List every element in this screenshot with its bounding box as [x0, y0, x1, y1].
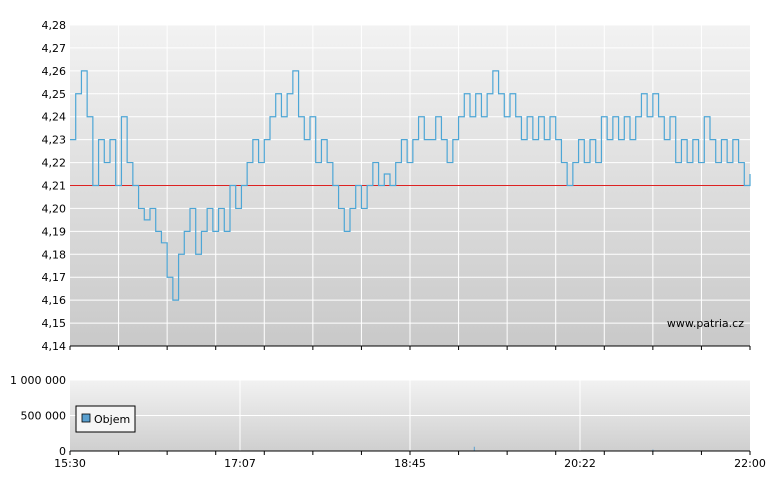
volume-y-tick-label: 0 — [59, 445, 66, 458]
price-y-tick-label: 4,19 — [42, 225, 67, 238]
price-y-axis: 4,14 4,15 4,16 4,17 4,18 4,19 4,20 4,21 4,22 4,23… — [42, 19, 67, 353]
volume-y-axis: 0 500 000 1 000 000 — [10, 374, 66, 458]
price-y-tick-label: 4,18 — [42, 248, 67, 261]
legend: Objem — [75, 405, 136, 433]
price-x-ticks — [69, 346, 751, 350]
watermark-text: www.patria.cz — [667, 317, 744, 330]
price-y-tick-label: 4,27 — [42, 42, 67, 55]
volume-bar — [473, 446, 475, 451]
x-tick-label: 15:30 — [54, 457, 86, 470]
price-y-tick-label: 4,25 — [42, 88, 67, 101]
price-y-tick-label: 4,26 — [42, 65, 67, 78]
legend-swatch — [81, 413, 91, 423]
price-y-tick-label: 4,14 — [42, 340, 67, 353]
x-tick-label: 22:00 — [734, 457, 766, 470]
price-y-tick-label: 4,20 — [42, 202, 67, 215]
x-tick-label: 20:22 — [564, 457, 596, 470]
price-y-tick-label: 4,22 — [42, 157, 67, 170]
volume-y-tick-label: 1 000 000 — [10, 374, 66, 387]
price-y-tick-label: 4,23 — [42, 134, 67, 147]
price-y-tick-label: 4,24 — [42, 111, 67, 124]
legend-label: Objem — [94, 413, 130, 426]
price-y-tick-label: 4,28 — [42, 19, 67, 32]
x-tick-label: 17:07 — [224, 457, 256, 470]
volume-x-ticks: 15:30 17:07 18:45 20:22 22:00 — [54, 451, 766, 470]
price-panel: 4,14 4,15 4,16 4,17 4,18 4,19 4,20 4,21 4,22 4,23… — [42, 19, 751, 353]
price-y-tick-label: 4,17 — [42, 271, 67, 284]
price-series-line — [70, 70, 751, 301]
volume-panel: 0 500 000 1 000 000 15:30 17:07 18:45 20:22 22… — [10, 374, 766, 470]
price-y-tick-label: 4,21 — [42, 180, 67, 193]
x-tick-label: 18:45 — [394, 457, 426, 470]
volume-y-tick-label: 500 000 — [21, 410, 67, 423]
price-y-tick-label: 4,16 — [42, 294, 67, 307]
price-y-tick-label: 4,15 — [42, 317, 67, 330]
volume-bar — [652, 449, 654, 451]
